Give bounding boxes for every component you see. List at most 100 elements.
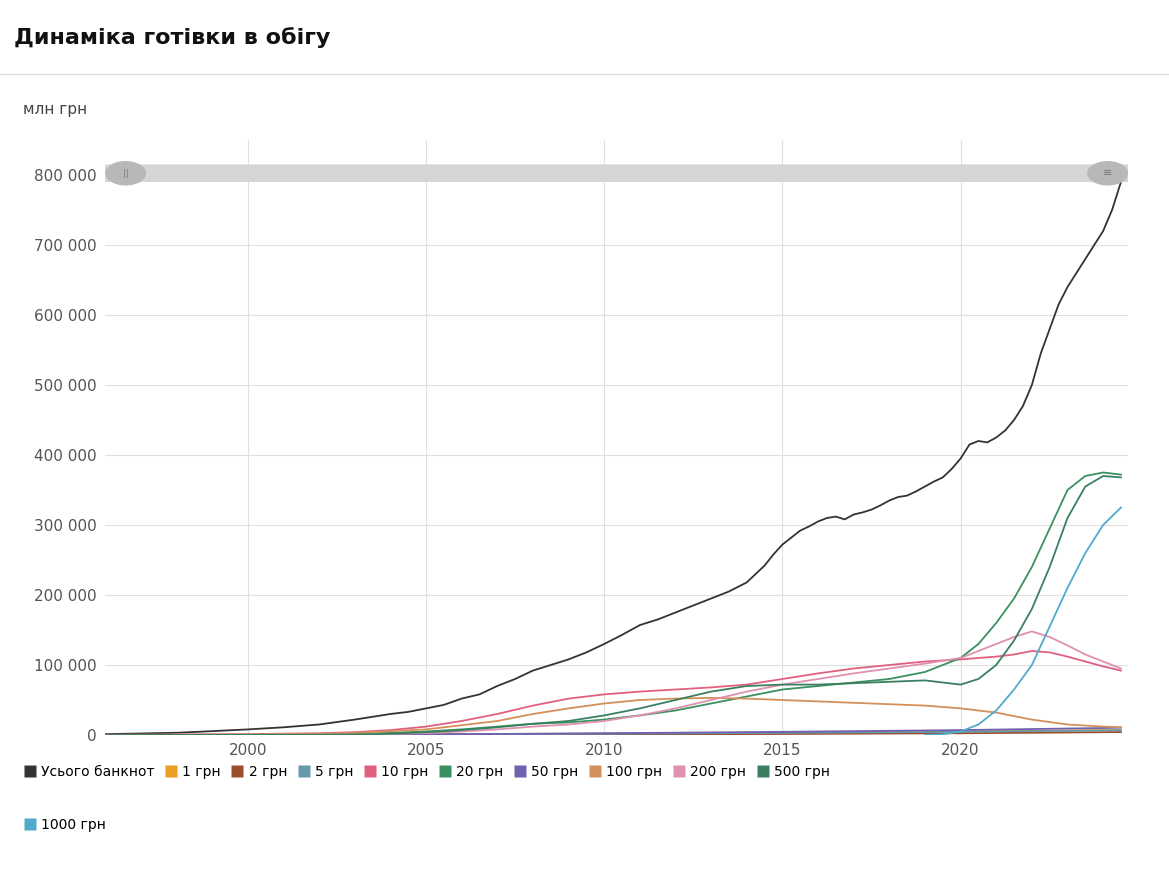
Line: 1 грн: 1 грн [105,730,1121,735]
10 грн [312,728,326,738]
Line: 100 грн: 100 грн [105,698,1121,735]
10 грн [1114,665,1128,676]
500 грн [419,727,433,738]
20 грн [1060,485,1074,495]
20 грн [383,728,397,738]
10 грн [1025,646,1039,656]
1 грн [98,730,112,740]
500 грн [1043,562,1057,572]
500 грн [1097,471,1111,481]
200 грн [971,646,985,656]
10 грн [383,724,397,735]
100 грн [241,729,255,739]
Text: ≡: ≡ [1102,168,1113,178]
1000 грн [1043,621,1057,632]
20 грн [170,730,184,740]
200 грн [632,710,646,721]
100 грн [561,704,575,714]
1000 грн [971,719,985,730]
Усього банкнот [1078,254,1092,264]
500 грн [490,722,504,732]
5 грн [775,728,789,738]
Line: 2 грн: 2 грн [105,732,1121,735]
1000 грн [954,726,968,737]
20 грн [971,639,985,649]
1000 грн [1025,660,1039,670]
200 грн [347,729,361,739]
20 грн [561,718,575,728]
50 грн [1114,723,1128,733]
500 грн [597,710,611,721]
50 грн [775,726,789,737]
500 грн [455,724,469,735]
1000 грн [935,729,949,739]
2 грн [954,728,968,738]
200 грн [1114,663,1128,674]
200 грн [526,721,540,732]
500 грн [971,674,985,684]
100 грн [312,729,326,739]
200 грн [989,639,1003,649]
500 грн [241,730,255,740]
10 грн [419,721,433,732]
10 грн [704,682,718,693]
2 грн [419,730,433,740]
1000 грн [1114,502,1128,513]
500 грн [918,676,932,686]
10 грн [98,730,112,740]
10 грн [632,686,646,696]
20 грн [241,730,255,740]
50 грн [1097,723,1111,733]
50 грн [241,730,255,740]
500 грн [312,730,326,740]
200 грн [241,730,255,740]
200 грн [918,658,932,668]
100 грн [918,700,932,710]
100 грн [170,730,184,740]
200 грн [98,730,112,740]
20 грн [347,729,361,739]
20 грн [312,729,326,739]
100 грн [883,699,897,710]
100 грн [98,730,112,740]
100 грн [989,707,1003,717]
50 грн [954,724,968,735]
50 грн [98,730,112,740]
Усього банкнот [98,729,112,739]
10 грн [597,690,611,700]
500 грн [954,679,968,690]
100 грн [669,693,683,704]
20 грн [632,710,646,721]
Line: 10 грн: 10 грн [105,651,1121,735]
500 грн [1060,513,1074,523]
5 грн [241,730,255,740]
10 грн [989,651,1003,662]
10 грн [490,709,504,719]
200 грн [669,704,683,714]
20 грн [704,698,718,709]
200 грн [1078,649,1092,660]
1 грн [1114,724,1128,735]
1000 грн [1097,520,1111,530]
Усього банкнот [704,593,718,604]
Text: млн грн: млн грн [23,102,88,117]
100 грн [490,716,504,726]
200 грн [455,726,469,737]
200 грн [383,729,397,739]
200 грн [312,730,326,740]
100 грн [632,695,646,705]
200 грн [419,728,433,738]
200 грн [561,719,575,730]
100 грн [740,693,754,704]
5 грн [1025,726,1039,737]
20 грн [1007,593,1021,604]
Line: 20 грн: 20 грн [105,473,1121,735]
Line: 500 грн: 500 грн [105,476,1121,735]
2 грн [1114,727,1128,738]
200 грн [1060,640,1074,651]
20 грн [1097,467,1111,478]
20 грн [669,705,683,716]
FancyBboxPatch shape [95,164,1139,182]
1000 грн [989,705,1003,716]
10 грн [883,660,897,670]
